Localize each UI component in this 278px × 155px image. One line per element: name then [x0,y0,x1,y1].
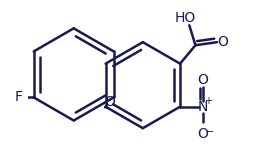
Text: N: N [198,100,208,114]
Text: O: O [198,127,208,141]
Text: +: + [205,95,212,106]
Text: O: O [198,73,208,87]
Text: −: − [206,128,214,137]
Text: O: O [217,35,228,49]
Text: HO: HO [175,11,196,25]
Text: F: F [14,91,23,104]
Text: O: O [104,95,115,109]
